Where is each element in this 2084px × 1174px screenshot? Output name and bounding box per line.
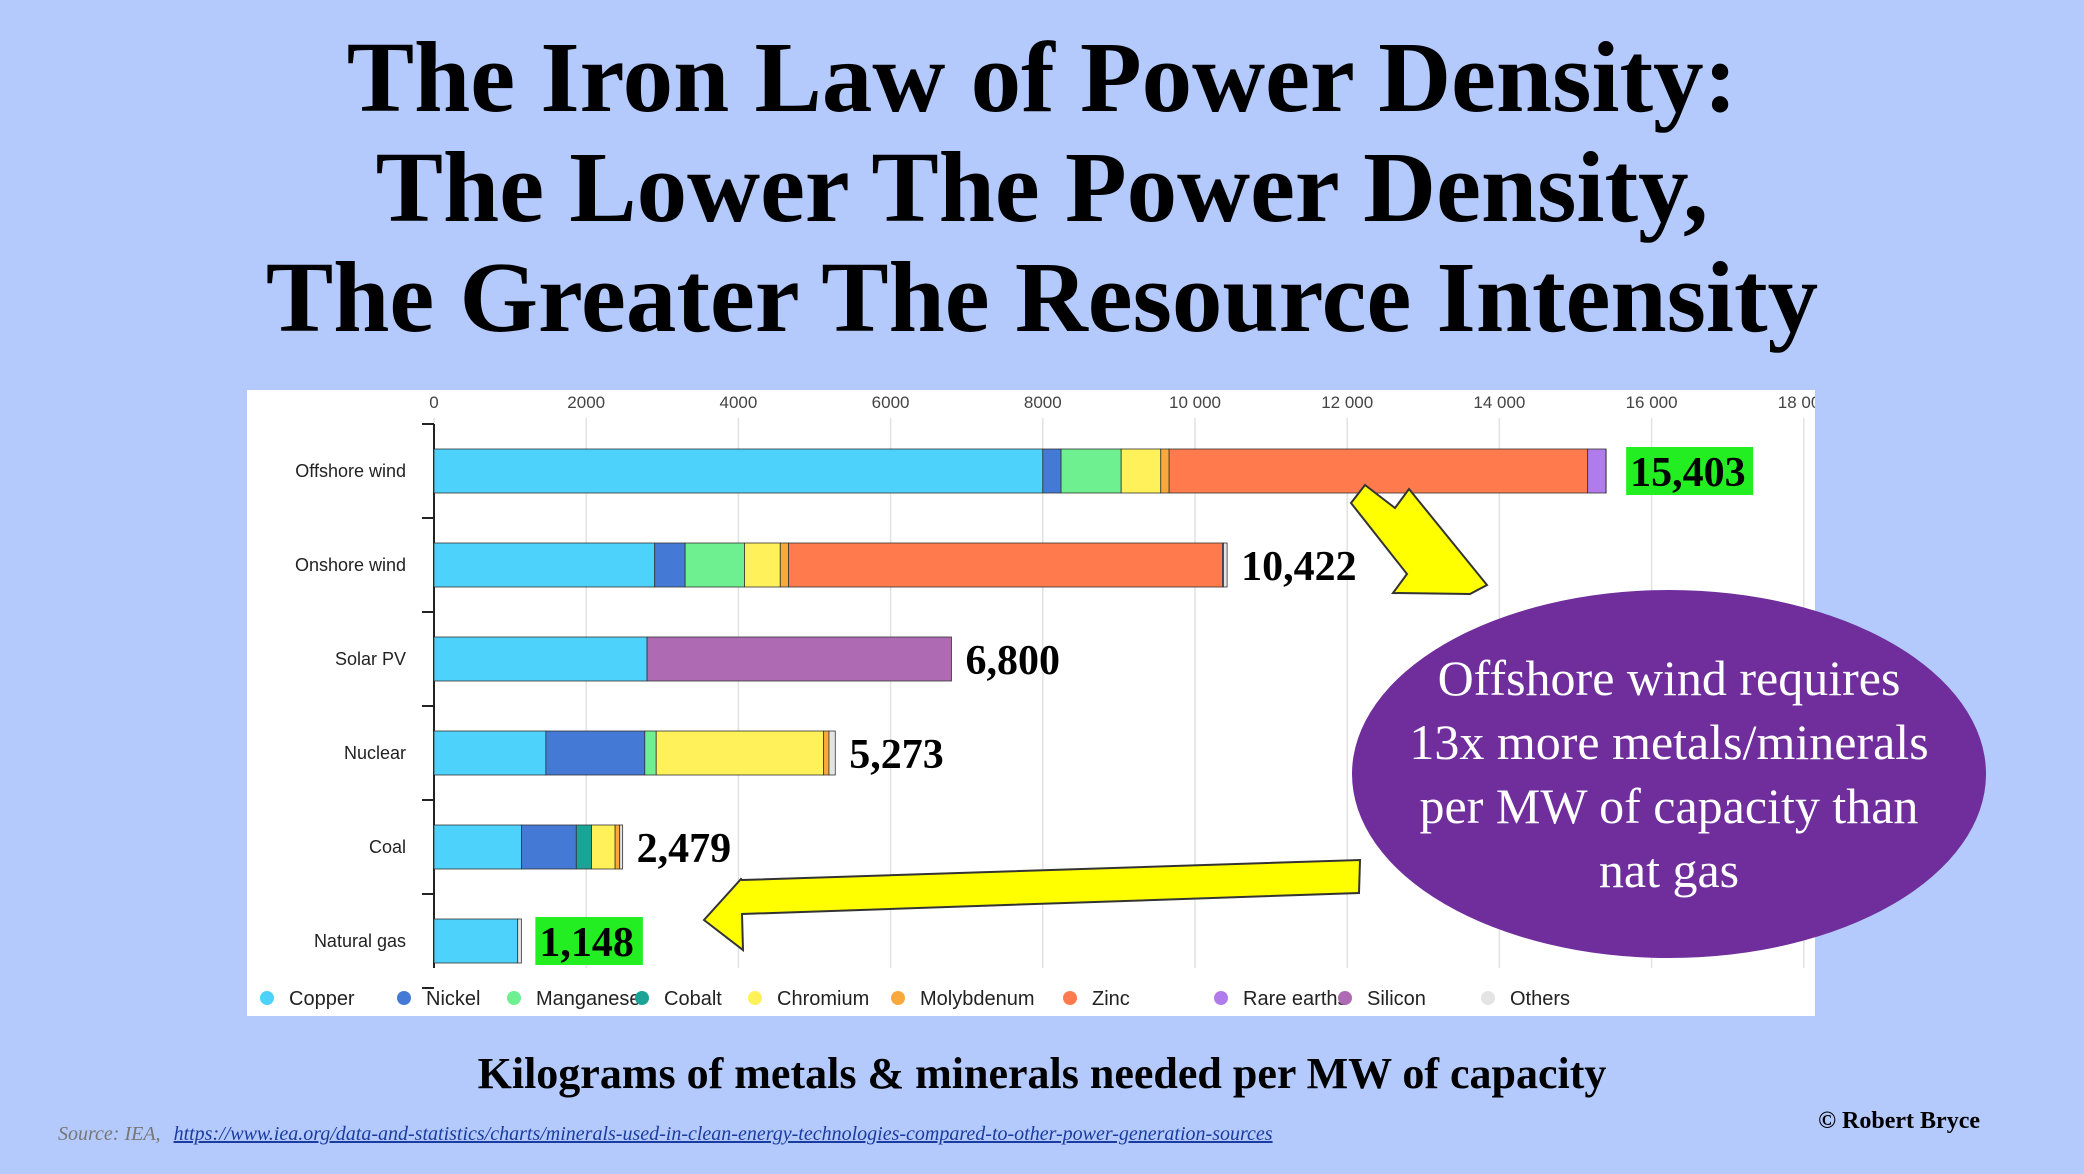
total-highlight xyxy=(1626,447,1754,495)
legend-label: Rare earths xyxy=(1243,988,1348,1010)
bar-segment xyxy=(788,542,1223,588)
bar-chart: 0 2000 4000 6000 8000 10 000 12 000 14 000 16 00… xyxy=(260,393,1815,1010)
bar-segment xyxy=(1042,448,1062,494)
bar-segment xyxy=(644,730,657,776)
category-label: Nuclear xyxy=(344,743,406,763)
x-tick-label: 4000 xyxy=(719,393,757,412)
category-label: Onshore wind xyxy=(295,555,406,575)
bar-segment xyxy=(433,542,656,588)
bar-segment xyxy=(591,824,616,870)
legend-marker xyxy=(748,991,762,1005)
legend-marker xyxy=(397,991,411,1005)
bar-segment xyxy=(1168,448,1589,494)
bar-segment xyxy=(433,918,519,964)
legend-marker xyxy=(635,991,649,1005)
bar-segment xyxy=(828,730,836,776)
legend-label: Cobalt xyxy=(664,988,722,1010)
total-label: 15,403 xyxy=(1630,450,1746,496)
bar-segment xyxy=(575,824,592,870)
legend-label: Nickel xyxy=(426,988,480,1010)
legend-marker xyxy=(507,991,521,1005)
total-label: 10,422 xyxy=(1241,544,1357,590)
bar-segment xyxy=(1160,448,1170,494)
legend-marker xyxy=(1338,991,1352,1005)
x-tick-label: 2000 xyxy=(567,393,605,412)
x-tick-label: 8000 xyxy=(1024,393,1062,412)
title-line-1: The Iron Law of Power Density: xyxy=(346,21,1738,133)
bar-segment xyxy=(433,448,1044,494)
legend-marker xyxy=(260,991,274,1005)
legend-label: Molybdenum xyxy=(920,988,1035,1010)
x-tick-label: 10 000 xyxy=(1169,393,1221,412)
bar-segment xyxy=(779,542,790,588)
x-tick-label: 14 000 xyxy=(1473,393,1525,412)
legend-label: Chromium xyxy=(777,988,869,1010)
total-label: 5,273 xyxy=(849,732,944,778)
bar-segment xyxy=(433,824,522,870)
bar-segment xyxy=(1223,542,1228,588)
bar-segment xyxy=(521,824,577,870)
category-label: Natural gas xyxy=(314,931,406,951)
legend-label: Manganese xyxy=(536,988,641,1010)
slide-title: The Iron Law of Power Density: The Lower… xyxy=(0,22,2084,352)
chart-caption: Kilograms of metals & minerals needed pe… xyxy=(477,1049,1607,1098)
bar-segment xyxy=(744,542,781,588)
bar-segment xyxy=(517,918,522,964)
bar-segment xyxy=(619,824,624,870)
category-label: Coal xyxy=(369,837,406,857)
legend-marker xyxy=(1214,991,1228,1005)
source-line: Source: IEA, https://www.iea.org/data-an… xyxy=(58,1123,1273,1146)
x-tick-label: 0 xyxy=(429,393,438,412)
x-tick-label: 12 000 xyxy=(1321,393,1373,412)
bar-segment xyxy=(433,636,648,682)
bar-segment xyxy=(545,730,646,776)
copyright-text: © Robert Bryce xyxy=(1818,1108,1980,1134)
callout-text: Offshore wind requires 13x more metals/m… xyxy=(1409,650,1929,898)
total-label: 1,148 xyxy=(539,920,634,966)
legend-marker xyxy=(891,991,905,1005)
category-label: Solar PV xyxy=(335,649,406,669)
bar-segment xyxy=(433,730,547,776)
total-highlight xyxy=(535,917,643,965)
title-line-3: The Greater The Resource Intensity xyxy=(265,241,1819,353)
x-tick-label: 6000 xyxy=(872,393,910,412)
x-tick-label: 16 000 xyxy=(1626,393,1678,412)
bar-segment xyxy=(684,542,745,588)
bar-segment xyxy=(823,730,830,776)
total-label: 2,479 xyxy=(637,826,732,872)
source-label: Source: IEA, xyxy=(58,1123,161,1145)
title-line-2: The Lower The Power Density, xyxy=(375,131,1709,243)
legend-label: Silicon xyxy=(1367,988,1426,1010)
bar-segment xyxy=(1587,448,1607,494)
bar-segment xyxy=(655,730,825,776)
legend-marker xyxy=(1063,991,1077,1005)
x-tick-label: 18 000 xyxy=(1778,393,1815,412)
total-label: 6,800 xyxy=(965,638,1060,684)
legend-label: Others xyxy=(1510,988,1570,1010)
bar-segment xyxy=(1060,448,1122,494)
bar-segment xyxy=(614,824,621,870)
category-label: Offshore wind xyxy=(295,461,406,481)
bar-segment xyxy=(654,542,686,588)
legend-label: Zinc xyxy=(1092,988,1130,1010)
legend-label: Copper xyxy=(289,988,355,1010)
bar-segment xyxy=(646,636,952,682)
bar-segment xyxy=(1120,448,1162,494)
callout-ellipse: Offshore wind requires 13x more metals/m… xyxy=(1352,590,1986,958)
source-link[interactable]: https://www.iea.org/data-and-statistics/… xyxy=(173,1123,1273,1145)
legend-marker xyxy=(1481,991,1495,1005)
